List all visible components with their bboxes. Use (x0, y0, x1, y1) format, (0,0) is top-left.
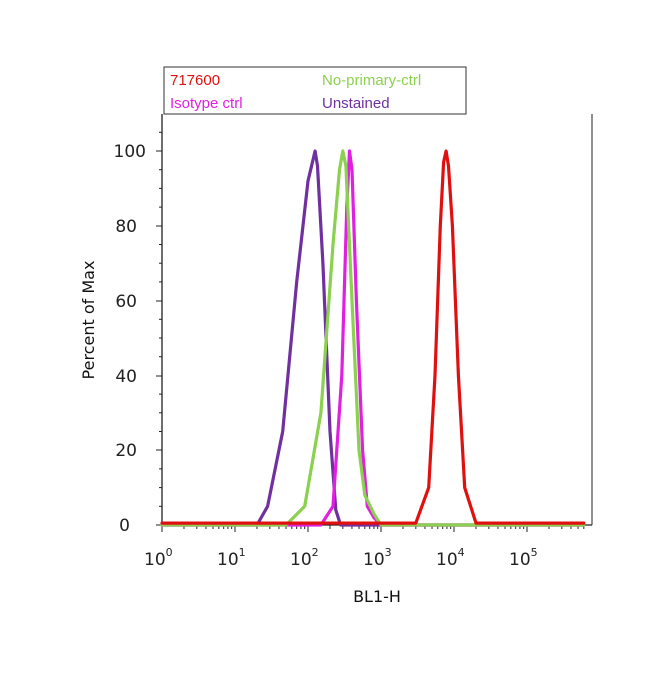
y-ticks: 0 20 40 60 80 100 (114, 142, 162, 536)
y-tick-label: 80 (115, 217, 137, 237)
y-tick-label: 60 (115, 292, 137, 312)
legend-item-2: Isotype ctrl (170, 95, 243, 112)
x-tick-label: 105 (509, 546, 538, 570)
y-tick-label: 0 (119, 516, 130, 536)
plot-area (161, 114, 593, 526)
x-tick-label: 100 (144, 546, 173, 570)
y-tick-label: 40 (115, 367, 137, 387)
y-axis-label: Percent of Max (79, 261, 98, 380)
y-tick-label: 20 (115, 441, 137, 461)
series-line-isotype-ctrl (160, 149, 586, 527)
series-line-no-primary-ctrl (160, 149, 586, 527)
x-axis-label: BL1-H (353, 587, 401, 606)
series-layer (160, 149, 586, 527)
legend-item-1: No-primary-ctrl (322, 72, 421, 89)
x-tick-label: 101 (217, 546, 246, 570)
y-tick-label: 100 (114, 142, 146, 162)
series-line-717600 (160, 149, 586, 525)
legend-item-0: 717600 (170, 72, 220, 89)
x-tick-label: 103 (363, 546, 392, 570)
series-line-unstained (160, 149, 586, 527)
x-ticks: 100 101 102 103 104 105 (144, 525, 538, 570)
legend: 717600 No-primary-ctrl Isotype ctrl Unst… (163, 66, 467, 115)
y-minor-ticks (159, 131, 162, 507)
legend-item-3: Unstained (322, 95, 390, 112)
x-tick-label: 102 (290, 546, 319, 570)
legend-box (163, 66, 467, 115)
x-tick-label: 104 (436, 546, 465, 570)
